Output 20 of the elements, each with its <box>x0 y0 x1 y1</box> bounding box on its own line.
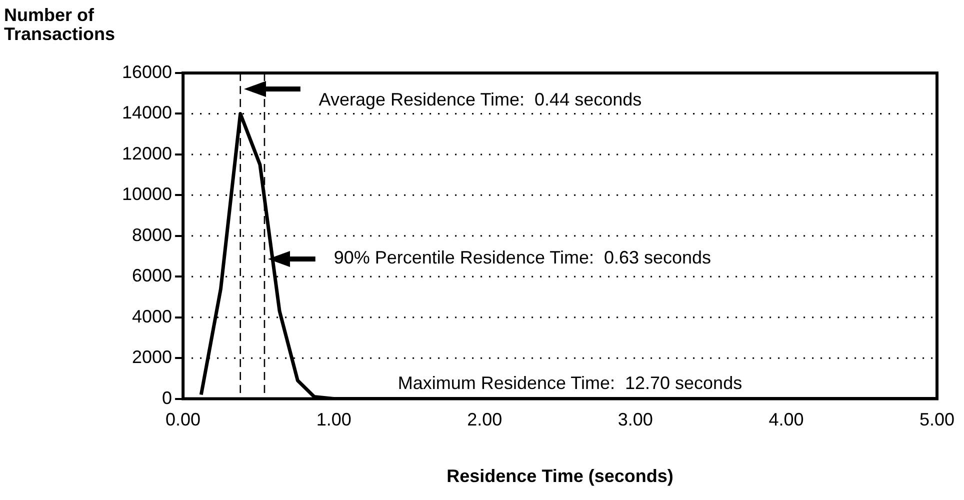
y-tick-label: 6000 <box>132 266 172 286</box>
y-axis-title: Number of Transactions <box>4 5 116 44</box>
x-axis-title: Residence Time (seconds) <box>446 466 674 486</box>
x-tick-label: 4.00 <box>768 410 804 430</box>
y-tick-label: 0 <box>162 388 172 408</box>
x-tick-label: 5.00 <box>919 410 955 430</box>
annotation: Maximum Residence Time: 12.70 seconds <box>398 373 742 394</box>
x-tick-label: 3.00 <box>618 410 653 430</box>
y-tick-label: 8000 <box>132 224 172 245</box>
annotation: 90% Percentile Residence Time: 0.63 seconds <box>334 248 712 268</box>
y-tick-label: 2000 <box>132 347 172 368</box>
y-tick-label: 16000 <box>122 62 172 82</box>
y-tick-label: 4000 <box>132 306 172 326</box>
annotation: Average Residence Time: 0.44 seconds <box>318 90 642 110</box>
y-tick-label: 10000 <box>122 184 172 204</box>
y-tick-label: 12000 <box>122 143 172 164</box>
x-tick-label: 2.00 <box>467 410 502 430</box>
x-tick-label: 0.00 <box>166 410 201 430</box>
y-tick-label: 14000 <box>122 102 172 123</box>
x-tick-label: 1.00 <box>316 410 352 430</box>
